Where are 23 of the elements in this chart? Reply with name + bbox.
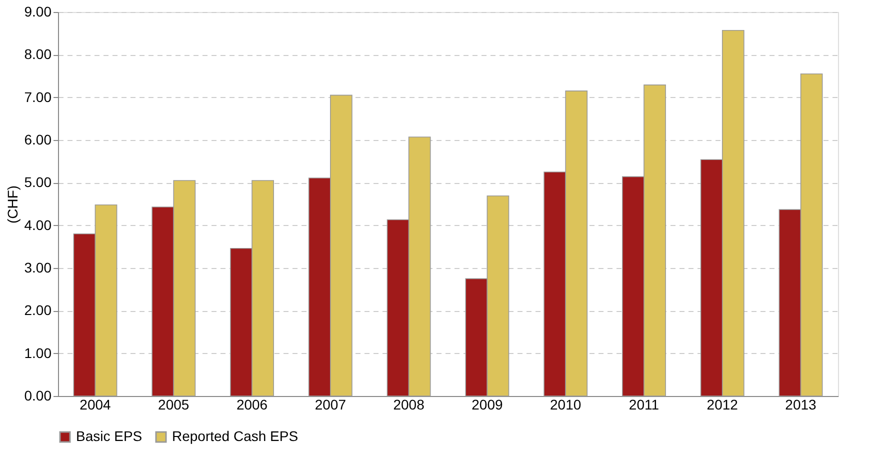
- y-tick-label: 4.00: [24, 216, 52, 233]
- y-tick-label: 8.00: [24, 46, 52, 62]
- y-tick-label: 7.00: [24, 88, 52, 105]
- y-tick-label: 5.00: [24, 174, 52, 190]
- x-tick-label: 2005: [158, 396, 190, 412]
- x-tick-label: 2007: [314, 396, 346, 412]
- x-tick-label: 2011: [628, 396, 660, 412]
- x-tick-label: 2013: [785, 396, 817, 412]
- legend-label: Basic EPS: [76, 428, 142, 444]
- x-tick-label: 2008: [393, 396, 425, 412]
- y-tick-label: 3.00: [24, 260, 52, 276]
- x-tick-label: 2006: [236, 396, 268, 412]
- y-tick-label: 6.00: [24, 132, 52, 148]
- x-tick-label: 2004: [80, 396, 112, 412]
- x-tick-label: 2009: [472, 396, 503, 412]
- x-tick-label: 2010: [550, 396, 582, 412]
- y-tick-label: 9.00: [24, 4, 52, 20]
- y-tick-label: 2.00: [24, 302, 52, 318]
- x-tick-label: 2012: [706, 396, 738, 412]
- y-tick-label: 1.00: [24, 344, 52, 361]
- legend-label: Reported Cash EPS: [172, 428, 298, 444]
- y-tick-label: 0.00: [24, 388, 52, 404]
- y-axis-title: (CHF): [4, 185, 20, 224]
